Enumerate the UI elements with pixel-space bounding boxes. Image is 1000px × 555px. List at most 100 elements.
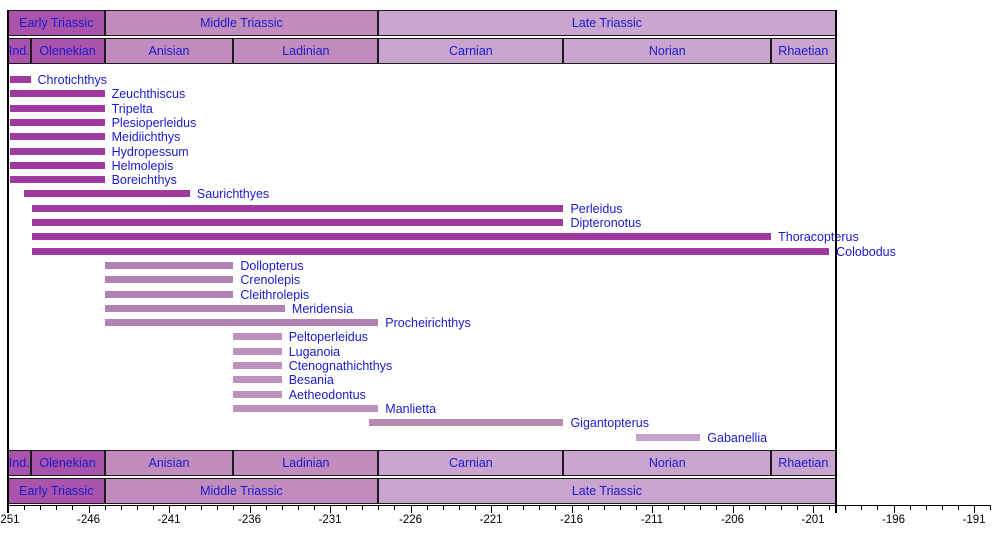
taxon-name: Zeuchthiscus [111, 87, 186, 102]
major-tick [571, 505, 573, 513]
axis-tick-label: -196 [881, 514, 906, 526]
minor-tick [700, 505, 702, 510]
axis-tick-label: -201 [801, 514, 825, 526]
period-cell-early-triassic-label: Early Triassic [19, 16, 94, 30]
stage-cell-carnian-label: Carnian [448, 44, 493, 58]
stage-cell-rhaetian-label: Rhaetian [778, 456, 829, 470]
taxon-range-bar [104, 290, 234, 298]
major-tick [330, 505, 331, 513]
major-tick [652, 505, 653, 513]
major-tick [410, 505, 412, 513]
taxon-range-bar [233, 376, 282, 384]
period-cell-middle-triassic: Middle Triassic [104, 10, 379, 36]
axis-tick-label: -251 [0, 514, 20, 526]
axis-tick-label: -241 [157, 514, 181, 526]
stage-cell-carnian: Carnian [378, 38, 564, 64]
minor-tick [362, 505, 364, 510]
major-tick [813, 505, 814, 513]
minor-tick [24, 505, 26, 510]
taxon-name: Peltoperleidus [288, 330, 368, 345]
minor-tick [780, 505, 782, 510]
taxon-range-bar [9, 90, 105, 98]
stage-cell-ind-: Ind. [8, 450, 31, 476]
stage-cell-ladinian-label: Ladinian [282, 44, 330, 58]
axis-baseline [8, 505, 992, 506]
taxon-name: Procheirichthys [385, 316, 471, 331]
period-cell-late-triassic: Late Triassic [378, 478, 836, 504]
taxon-range-bar [9, 176, 105, 184]
taxon-name: Dipteronotus [570, 216, 642, 230]
minor-tick [378, 505, 380, 510]
taxon-range-bar [9, 118, 105, 126]
stage-cell-rhaetian: Rhaetian [771, 38, 836, 64]
minor-tick [829, 505, 831, 510]
taxon-range-bar [9, 161, 105, 169]
stage-cell-ladinian: Ladinian [233, 38, 379, 64]
major-tick [732, 505, 734, 513]
minor-tick [925, 505, 927, 510]
taxon-range-bar [32, 204, 564, 212]
minor-tick [72, 505, 74, 510]
taxon-name: Besania [288, 373, 334, 388]
major-tick [893, 505, 895, 513]
taxon-name: Boreichthys [111, 173, 177, 188]
minor-tick [635, 505, 637, 510]
taxon-range-bar [104, 304, 285, 312]
major-tick [169, 505, 170, 513]
stage-cell-olenekian: Olenekian [30, 450, 105, 476]
minor-tick [716, 505, 718, 510]
minor-tick [845, 505, 847, 510]
period-cell-middle-triassic: Middle Triassic [104, 478, 379, 504]
minor-tick [442, 505, 444, 510]
period-cell-early-triassic: Early Triassic [8, 10, 105, 36]
stage-cell-olenekian-label: Olenekian [39, 44, 96, 58]
taxon-name: Thoracopterus [778, 230, 859, 245]
taxon-name: Crenolepis [240, 273, 301, 288]
major-tick [249, 505, 251, 513]
period-cell-early-triassic-label: Early Triassic [19, 484, 94, 498]
minor-tick [233, 505, 235, 510]
stage-cell-olenekian-label: Olenekian [39, 456, 96, 470]
taxon-range-bar [9, 133, 105, 141]
taxon-name: Chrotichthys [37, 73, 108, 87]
taxon-range-bar [32, 219, 564, 226]
stage-cell-rhaetian-label: Rhaetian [778, 44, 829, 58]
major-tick [974, 505, 975, 513]
minor-tick [523, 505, 525, 510]
minor-tick [265, 505, 267, 510]
minor-tick [619, 505, 621, 510]
minor-tick [281, 505, 283, 510]
axis-tick-label: -231 [318, 514, 342, 526]
stage-cell-carnian: Carnian [378, 450, 564, 476]
taxon-range-bar [9, 147, 105, 155]
minor-tick [185, 505, 187, 510]
taxon-range-bar [233, 347, 282, 355]
period-cell-early-triassic: Early Triassic [8, 478, 105, 504]
minor-tick [507, 505, 509, 510]
taxon-name: Ctenognathichthys [288, 359, 393, 373]
minor-tick [796, 505, 798, 510]
taxon-range-bar [104, 261, 234, 269]
taxon-name: Saurichthyes [196, 187, 270, 202]
taxon-range-bar [104, 319, 379, 327]
taxon-name: Aetheodontus [288, 387, 366, 402]
axis-tick-label: -206 [720, 514, 745, 526]
taxon-name: Luganoia [288, 344, 341, 359]
axis-tick-label: -191 [962, 514, 986, 526]
minor-tick [877, 505, 879, 510]
minor-tick [346, 505, 348, 510]
minor-tick [990, 505, 992, 510]
axis-tick-label: -226 [398, 514, 423, 526]
period-cell-middle-triassic-label: Middle Triassic [200, 484, 283, 498]
minor-tick [201, 505, 203, 510]
minor-tick [587, 505, 589, 510]
minor-tick [426, 505, 428, 510]
taxon-range-bar [104, 276, 234, 284]
taxon-range-bar [635, 433, 701, 441]
stage-cell-anisian-label: Anisian [148, 44, 190, 58]
taxon-range-bar [32, 247, 830, 255]
minor-tick [458, 505, 460, 510]
stage-cell-norian: Norian [563, 38, 772, 64]
taxon-name: Hydropessum [111, 144, 189, 159]
